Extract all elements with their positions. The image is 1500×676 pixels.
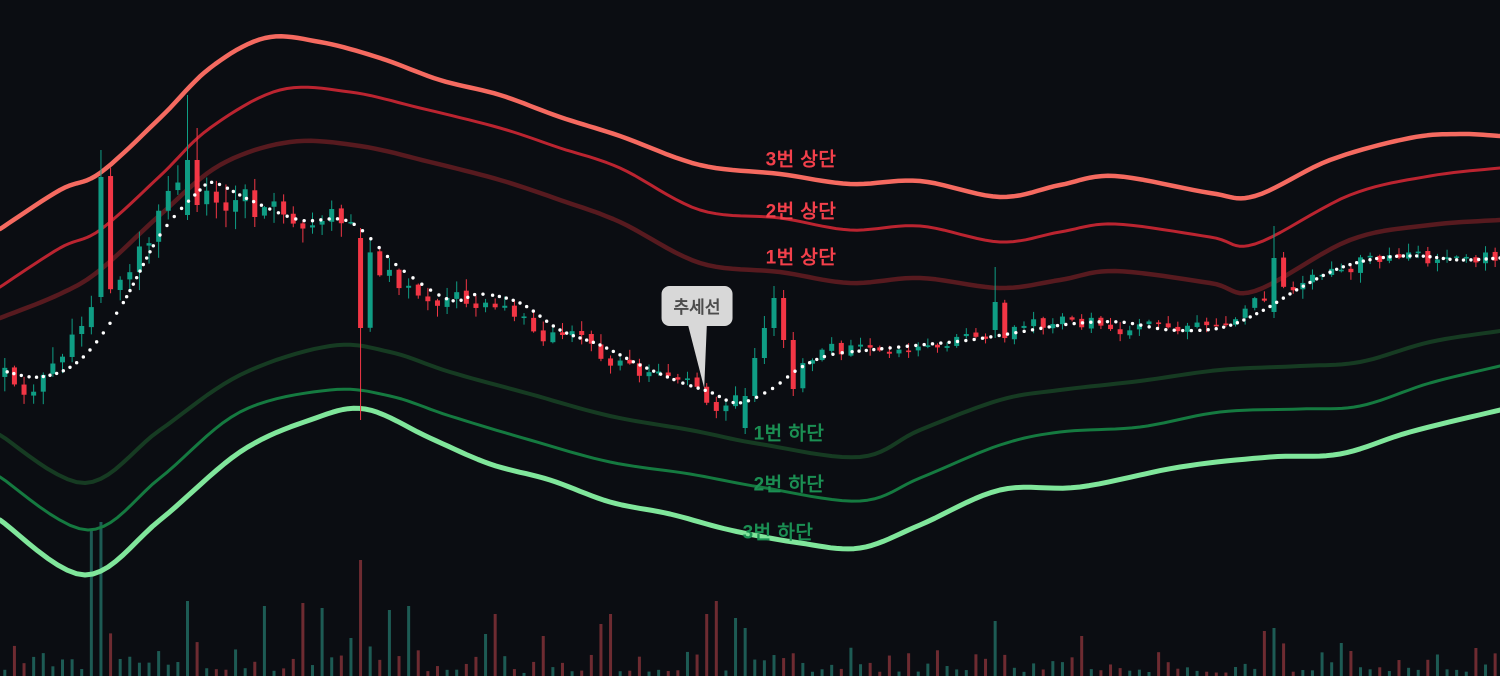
band-label-upper-1: 1번 상단 (765, 247, 837, 269)
band-label-upper-2: 2번 상단 (765, 201, 837, 223)
band-label-upper-3: 3번 상단 (765, 149, 837, 171)
band-label-lower-2: 2번 하단 (753, 474, 825, 496)
trend-line-callout: 추세선 (661, 286, 733, 326)
band-label-lower-3: 3번 하단 (742, 522, 814, 544)
band-label-lower-1: 1번 하단 (753, 423, 825, 445)
